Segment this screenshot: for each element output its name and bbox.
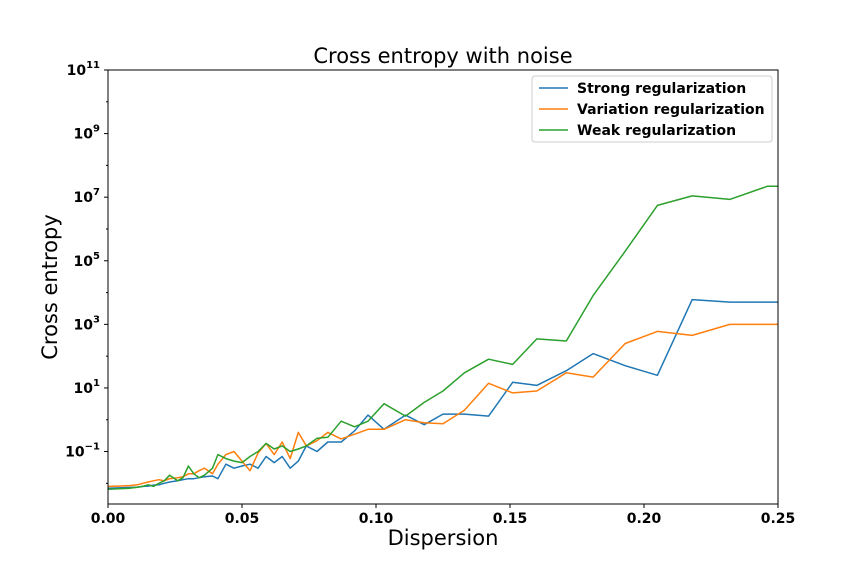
- x-axis-ticks: 0.00 0.05 0.10 0.15 0.20 0.25: [91, 504, 796, 527]
- x-tick-label: 0.15: [493, 511, 528, 527]
- x-tick-label: 0.00: [91, 511, 126, 527]
- x-tick-label: 0.25: [761, 511, 796, 527]
- legend-label-variation: Variation regularization: [577, 102, 765, 118]
- y-tick-label: 10−1: [65, 442, 100, 461]
- legend-label-strong: Strong regularization: [577, 81, 746, 97]
- y-axis-ticks: 10−1 101 103 105 107 109 1011: [65, 60, 108, 484]
- x-axis-label: Dispersion: [388, 526, 499, 550]
- series-line-strong-regularization: [107, 298, 778, 490]
- y-tick-label: 109: [74, 124, 100, 143]
- legend-box: [531, 75, 773, 143]
- chart-title: Cross entropy with noise: [313, 44, 572, 68]
- y-axis-label: Cross entropy: [38, 214, 62, 359]
- series-line-weak-regularization: [107, 185, 778, 491]
- x-tick-label: 0.05: [225, 511, 260, 527]
- y-tick-label: 107: [74, 187, 100, 206]
- series-line-variation-regularization: [107, 323, 778, 488]
- legend: Strong regularization Variation regulari…: [531, 75, 773, 143]
- legend-label-weak: Weak regularization: [577, 123, 736, 139]
- y-tick-label: 103: [74, 314, 100, 333]
- x-tick-label: 0.20: [627, 511, 662, 527]
- y-tick-label: 105: [74, 251, 100, 270]
- y-tick-label: 1011: [67, 60, 100, 79]
- x-tick-label: 0.10: [359, 511, 394, 527]
- plot-area: [107, 185, 778, 491]
- y-tick-label: 101: [74, 378, 100, 397]
- plot-frame: [107, 69, 779, 505]
